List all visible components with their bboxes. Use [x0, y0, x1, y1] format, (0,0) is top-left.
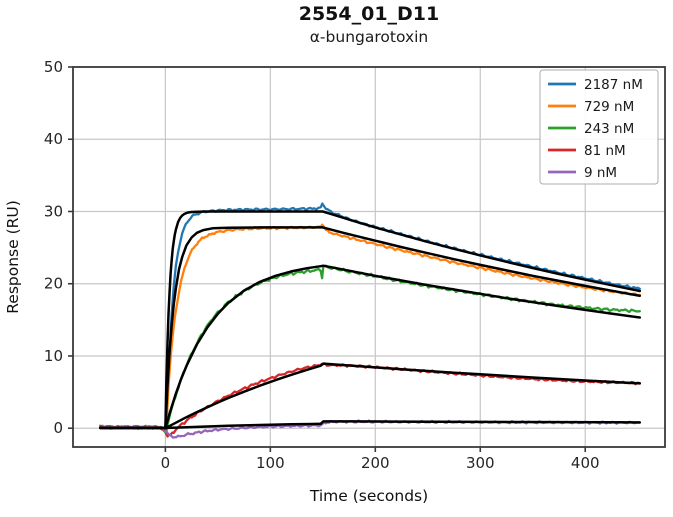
legend-label: 243 nM: [584, 121, 634, 137]
chart-title: 2554_01_D11: [298, 3, 440, 25]
y-tick-label: 30: [44, 202, 63, 220]
series-line-243nM-data: [99, 264, 641, 434]
series-line-729nM-fit: [99, 226, 642, 430]
y-tick-label: 10: [44, 347, 63, 365]
legend-label: 2187 nM: [584, 77, 643, 93]
chart-subtitle: α-bungarotoxin: [309, 28, 429, 46]
legend-item: 81 nM: [548, 143, 626, 159]
x-tick-label: 400: [571, 454, 600, 472]
legend-item: 2187 nM: [548, 77, 643, 93]
legend-item: 9 nM: [548, 165, 617, 181]
y-tick-label: 0: [53, 419, 63, 437]
plot-border: [72, 66, 666, 448]
y-tick-label: 50: [44, 58, 63, 76]
legend-item: 243 nM: [548, 121, 634, 137]
legend: 2187 nM 729 nM 243 nM 81 nM 9 nM: [539, 69, 659, 185]
x-axis-label: Time (seconds): [309, 487, 429, 505]
ticks: [68, 66, 587, 452]
x-tick-label: 100: [256, 454, 285, 472]
legend-label: 9 nM: [584, 165, 617, 181]
series-line-243nM-fit: [99, 264, 642, 430]
legend-box: [539, 69, 659, 185]
legend-label: 81 nM: [584, 143, 626, 159]
series-line-81nM-fit: [99, 362, 642, 430]
series-line-729nM-data: [99, 223, 641, 433]
x-tick-label: 0: [161, 454, 171, 472]
x-tick-label: 200: [361, 454, 390, 472]
series-line-81nM-data: [99, 362, 641, 438]
legend-item: 729 nM: [548, 99, 634, 115]
y-tick-label: 20: [44, 275, 63, 293]
series-line-2187nM-fit: [99, 210, 642, 430]
tick-labels: 0 100 200 300 400 0 10 20 30 40 50: [44, 58, 600, 472]
y-tick-label: 40: [44, 130, 63, 148]
curves: [99, 202, 642, 439]
legend-label: 729 nM: [584, 99, 634, 115]
series-line-9nM-fit: [99, 420, 642, 430]
x-tick-label: 300: [466, 454, 495, 472]
